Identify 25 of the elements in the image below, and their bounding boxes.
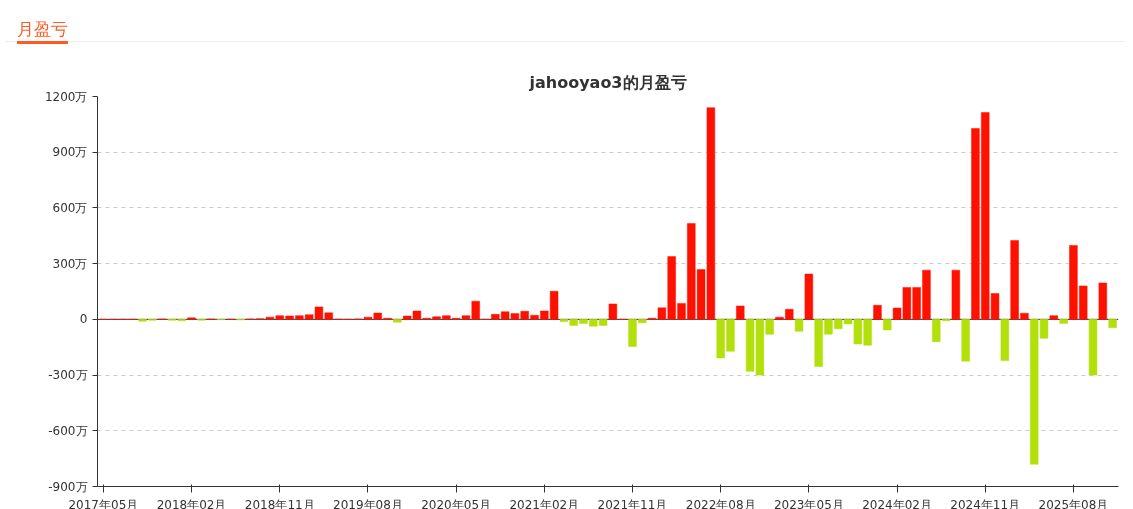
bar — [951, 269, 961, 320]
bar — [392, 318, 402, 323]
bar — [1000, 318, 1010, 362]
chart-title: jahooyao3的月盈亏 — [528, 72, 687, 92]
bar — [882, 318, 892, 331]
y-tick-label: 900万 — [52, 145, 88, 160]
bar — [1108, 318, 1118, 329]
y-tick-label: 1200万 — [44, 89, 88, 104]
bar — [873, 304, 882, 320]
text: 月盈亏 — [17, 19, 68, 44]
bar — [735, 305, 745, 320]
bar — [961, 318, 971, 362]
bar — [1049, 315, 1059, 320]
bar — [1059, 318, 1069, 324]
y-tick-label: 600万 — [52, 200, 88, 215]
y-tick-label: -900万 — [48, 479, 88, 494]
bar — [794, 318, 804, 332]
y-tick-label: 300万 — [52, 256, 88, 271]
bar — [1098, 282, 1108, 320]
y-tick-label: 0 — [79, 312, 88, 327]
y-tick-label: -600万 — [48, 423, 88, 438]
y-tick-label: -300万 — [48, 368, 88, 383]
bar — [1088, 318, 1098, 376]
bar — [804, 273, 814, 320]
bar — [608, 303, 618, 320]
